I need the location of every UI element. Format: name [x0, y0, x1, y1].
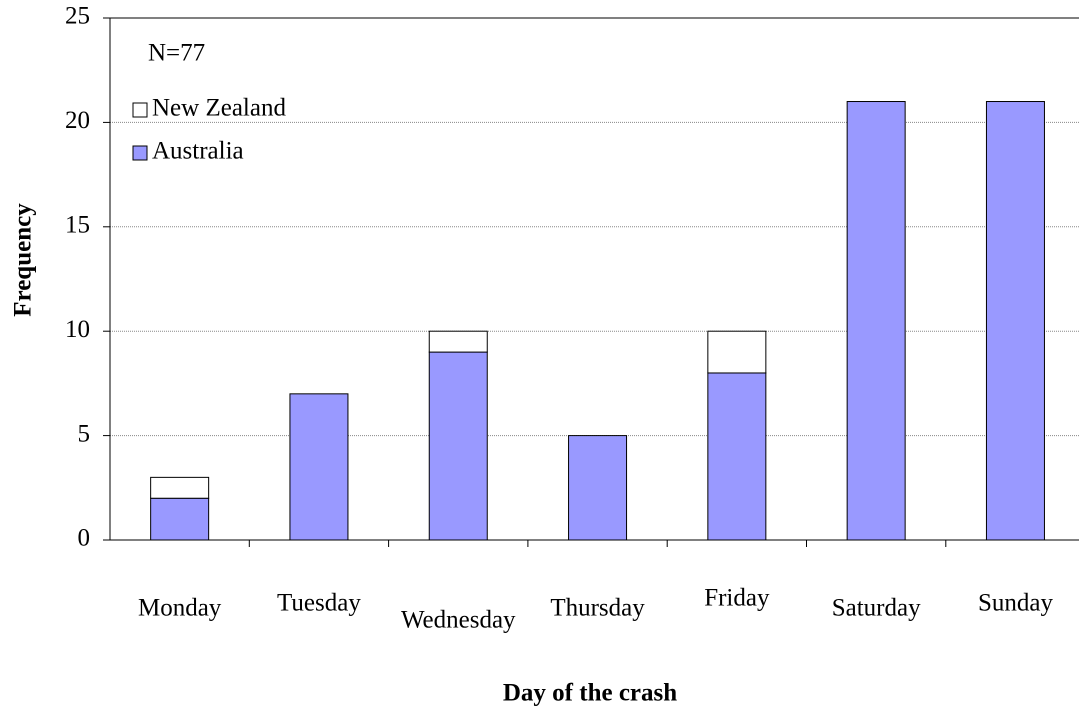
- y-tick-label: 5: [78, 420, 91, 447]
- bar-segment: [985, 101, 1045, 541]
- y-tick-label: 20: [65, 107, 90, 134]
- bar-segment: [150, 497, 210, 541]
- x-tick-label: Friday: [704, 585, 770, 612]
- bar-segment: [846, 101, 906, 541]
- bar-segment: [568, 435, 628, 541]
- y-tick-label: 15: [65, 212, 90, 239]
- x-tick-label: Thursday: [550, 595, 645, 622]
- y-tick-label: 25: [65, 3, 90, 30]
- x-tick-label: Tuesday: [277, 590, 361, 617]
- y-axis-title: Frequency: [10, 203, 37, 317]
- annotation: N=77: [148, 40, 205, 67]
- legend-label: New Zealand: [152, 95, 286, 122]
- bar-segment: [707, 372, 767, 541]
- legend-label: Australia: [152, 138, 244, 165]
- x-tick-label: Monday: [138, 595, 222, 622]
- bar-segment: [150, 476, 210, 499]
- x-tick-label: Sunday: [978, 590, 1054, 617]
- x-tick-label: Saturday: [832, 595, 921, 622]
- bar-segment: [428, 330, 488, 353]
- bar-segment: [289, 393, 349, 541]
- bar-segment: [428, 351, 488, 541]
- legend-swatch: [132, 102, 148, 118]
- y-tick-label: 0: [78, 525, 91, 552]
- legend-swatch: [132, 145, 148, 161]
- x-tick-label: Wednesday: [401, 607, 516, 634]
- bar-segment: [707, 330, 767, 374]
- x-axis-title: Day of the crash: [503, 680, 677, 707]
- y-tick-label: 10: [65, 316, 90, 343]
